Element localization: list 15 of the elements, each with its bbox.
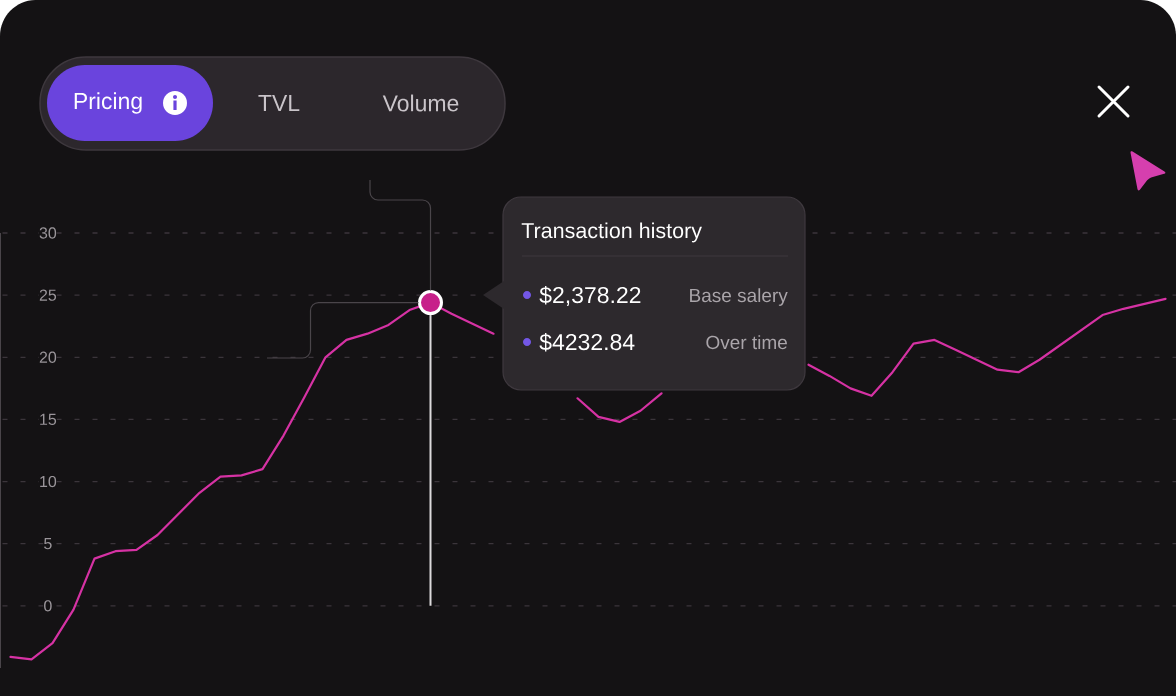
text: Volume bbox=[382, 94, 459, 112]
y-tick-label: 5 bbox=[44, 538, 52, 550]
annotation: $4232.84 bbox=[539, 332, 635, 352]
annotation: Base salery bbox=[690, 288, 788, 306]
annotation: $2,378.22 bbox=[539, 285, 641, 306]
y-tick-label: 0 bbox=[44, 600, 52, 612]
y-tick-label: 20 bbox=[39, 351, 57, 363]
text: TVL bbox=[258, 95, 300, 111]
y-tick-label: 10 bbox=[40, 475, 57, 488]
y-tick-label: 30 bbox=[39, 227, 57, 239]
y-tick-label: 15 bbox=[40, 413, 57, 426]
y-tick-label: 25 bbox=[39, 289, 57, 301]
text: Pricing bbox=[74, 92, 142, 114]
annotation: Transaction history bbox=[521, 222, 702, 243]
annotation: Over time bbox=[706, 335, 787, 350]
